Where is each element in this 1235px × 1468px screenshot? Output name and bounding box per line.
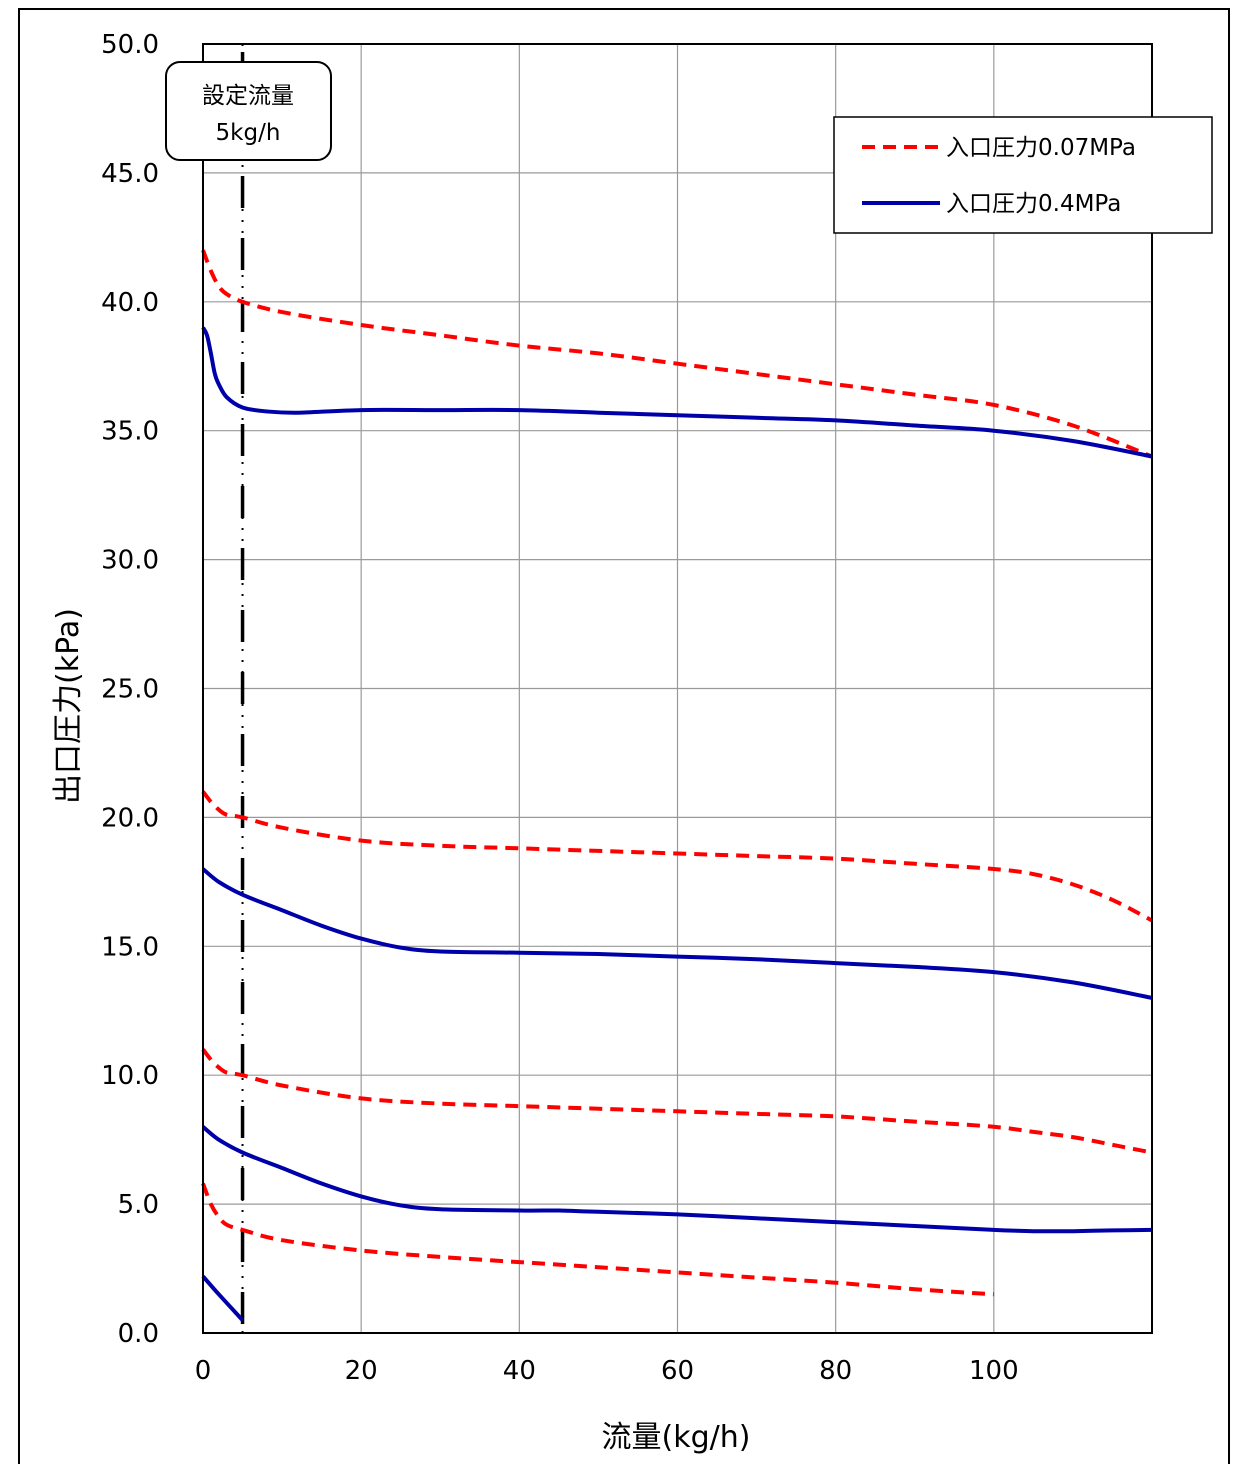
callout-box: 設定流量 5kg/h [165,61,332,161]
series-line-0.4mpa-3 [201,867,1153,1000]
x-tick-label-0: 0 [195,1356,212,1386]
series-line-0.4mpa-5 [201,1125,1153,1234]
x-tick-label-100: 100 [969,1356,1019,1386]
series-group [201,249,1153,1322]
legend: 入口圧力0.07MPa 入口圧力0.4MPa [833,116,1213,234]
series-line-0.4mpa-1 [201,326,1153,459]
chart-frame [18,8,1230,1464]
series-line-0.07mpa-0 [201,249,1153,459]
y-tick-label-35: 35.0 [101,417,159,447]
legend-label-0.07mpa: 入口圧力0.07MPa [946,135,1136,161]
y-tick-label-25: 25.0 [101,675,159,705]
legend-label-0.4mpa: 入口圧力0.4MPa [946,191,1121,217]
x-axis-label: 流量(kg/h) [602,1420,751,1455]
x-tick-label-80: 80 [819,1356,852,1386]
series-line-0.07mpa-4 [201,1048,1153,1155]
y-tick-label-20: 20.0 [101,803,159,833]
y-tick-label-45: 45.0 [101,159,159,189]
y-tick-label-30: 30.0 [101,546,159,576]
tick-labels: 0 20 40 60 80 100 0.0 5.0 10.0 15.0 20.0 25.0 30.0 35… [101,30,1019,1386]
y-tick-label-40: 40.0 [101,288,159,318]
x-tick-label-20: 20 [345,1356,378,1386]
plot-area-border [202,43,1153,1334]
callout-line-1: 設定流量 [202,83,294,109]
y-tick-label-50: 50.0 [101,30,159,60]
y-tick-label-15: 15.0 [101,932,159,962]
series-line-0.07mpa-2 [201,790,1153,923]
series-line-0.4mpa-7 [201,1274,244,1322]
series-line-0.07mpa-6 [201,1182,994,1297]
y-axis-label: 出口圧力(kPa) [51,608,86,804]
x-tick-label-60: 60 [661,1356,694,1386]
grid [203,44,1152,1333]
legend-box [833,116,1213,234]
callout-line-2: 5kg/h [216,120,281,146]
y-tick-label-5: 5.0 [118,1190,159,1220]
y-tick-label-0: 0.0 [118,1319,159,1349]
x-tick-label-40: 40 [503,1356,536,1386]
y-tick-label-10: 10.0 [101,1061,159,1091]
callout-box-border [165,61,332,161]
